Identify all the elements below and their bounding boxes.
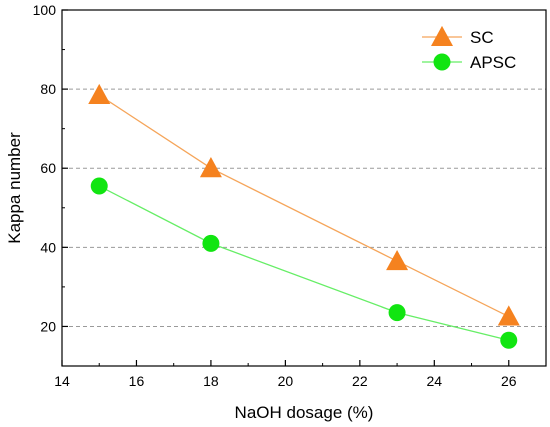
point-sc-1 <box>199 157 222 178</box>
y-tick-label-100: 100 <box>33 2 57 18</box>
x-tick-label-20: 20 <box>278 373 294 389</box>
grid-lines <box>62 88 546 327</box>
x-axis-title: NaOH dosage (%) <box>235 403 374 422</box>
point-apsc-0 <box>90 177 108 195</box>
plot-frame <box>61 9 547 367</box>
legend-label-sc: SC <box>470 28 494 47</box>
series-layer <box>88 83 520 349</box>
point-apsc-1 <box>202 234 220 252</box>
legend-marker-apsc <box>433 53 451 71</box>
series-sc <box>88 83 520 326</box>
point-sc-0 <box>88 83 111 105</box>
y-tick-label-80: 80 <box>40 81 56 97</box>
x-tick-label-26: 26 <box>501 373 517 389</box>
legend-marker-sc <box>431 25 453 46</box>
x-tick-label-16: 16 <box>129 373 145 389</box>
x-tick-label-24: 24 <box>427 373 443 389</box>
legend-item-sc: SC <box>422 25 494 47</box>
legend: SC APSC <box>422 25 516 72</box>
series-line-sc <box>98 94 510 318</box>
y-tick-label-60: 60 <box>40 160 56 176</box>
x-tick-label-18: 18 <box>203 373 219 389</box>
point-sc-3 <box>497 305 520 326</box>
axis-ticks <box>61 9 510 367</box>
series-apsc <box>90 177 518 349</box>
y-tick-label-20: 20 <box>40 318 56 334</box>
point-apsc-2 <box>388 304 406 322</box>
x-tick-label-22: 22 <box>352 373 368 389</box>
legend-label-apsc: APSC <box>470 53 516 72</box>
y-tick-label-40: 40 <box>40 239 56 255</box>
point-sc-2 <box>386 250 409 271</box>
series-line-apsc <box>98 185 509 341</box>
y-axis-title: Kappa number <box>5 132 24 244</box>
point-apsc-3 <box>500 331 518 349</box>
x-tick-label-14: 14 <box>54 373 70 389</box>
tick-labels: 20 40 60 80 100 14 16 18 20 22 24 26 <box>33 2 517 389</box>
legend-item-apsc: APSC <box>422 53 516 72</box>
